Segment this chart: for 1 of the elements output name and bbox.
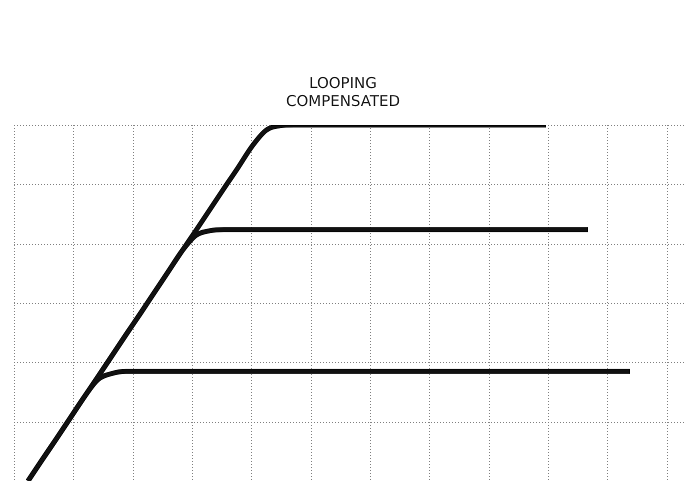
chart-title: LOOPING COMPENSATED <box>286 74 400 110</box>
